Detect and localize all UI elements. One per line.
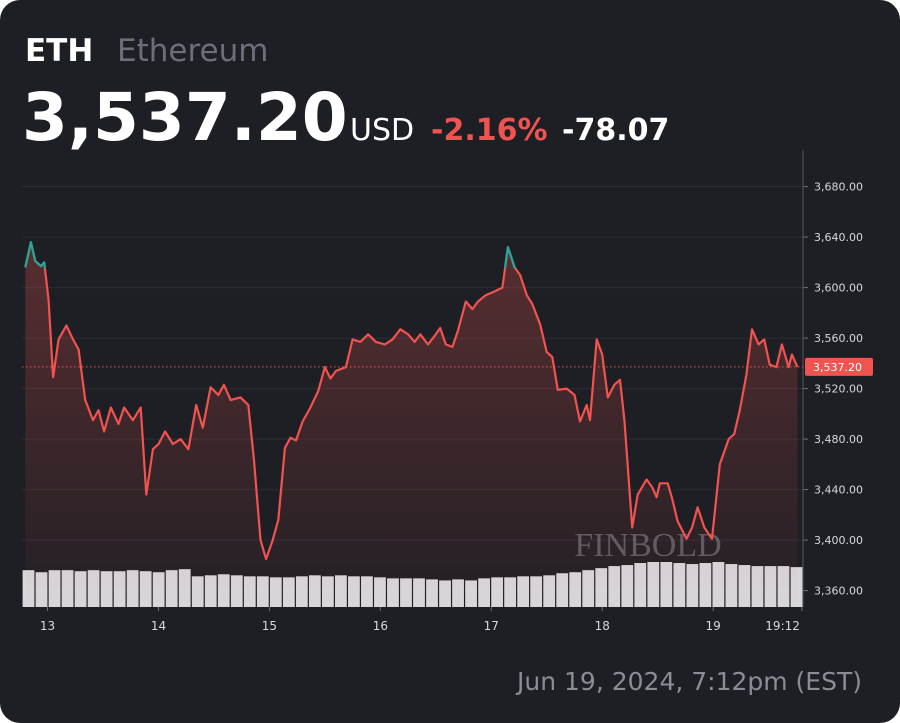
- price: 3,537.20: [22, 79, 348, 156]
- current-price-label: 3,537.20: [813, 361, 862, 374]
- x-tick-label: 13: [40, 619, 55, 633]
- symbol: ETH: [25, 33, 93, 69]
- x-tick-label: 19: [706, 619, 721, 633]
- current-price-tag: [805, 357, 873, 376]
- y-tick-label: 3,600.00: [814, 282, 863, 295]
- change-percent: -2.16%: [431, 113, 548, 148]
- x-tick-label: 19:12: [765, 619, 800, 633]
- y-tick-label: 3,560.00: [814, 332, 863, 345]
- currency: USD: [350, 113, 414, 148]
- asset-name: Ethereum: [117, 33, 268, 69]
- y-tick-label: 3,360.00: [814, 585, 863, 598]
- y-tick-label: 3,520.00: [814, 383, 863, 396]
- price-line: [24, 241, 799, 561]
- plot: 3,360.00 3,400.00 3,440.00 3,480.00 3,520.00…: [22, 150, 873, 633]
- timestamp: Jun 19, 2024, 7:12pm (EST): [515, 667, 862, 696]
- x-tick-label: 17: [484, 619, 499, 633]
- change: -78.07: [562, 113, 669, 148]
- y-tick-label: 3,480.00: [814, 433, 863, 446]
- x-tick-label: 16: [373, 619, 388, 633]
- x-tick-label: 15: [262, 619, 277, 633]
- x-tick-label: 14: [151, 619, 166, 633]
- y-tick-label: 3,400.00: [814, 534, 863, 547]
- y-tick-label: 3,640.00: [814, 231, 863, 244]
- area: [25, 242, 798, 607]
- y-tick-label: 3,680.00: [814, 181, 863, 194]
- x-tick-label: 18: [595, 619, 610, 633]
- y-tick-label: 3,440.00: [814, 484, 863, 497]
